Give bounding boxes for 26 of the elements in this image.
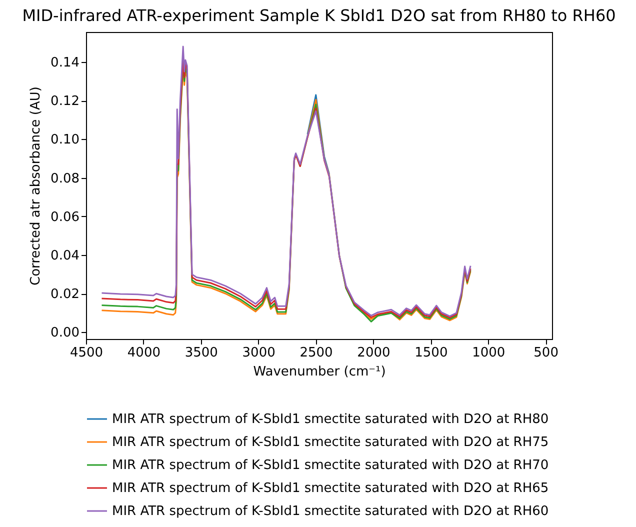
x-tick-label: 2500 <box>300 346 333 360</box>
legend-label: MIR ATR spectrum of K-SbId1 smectite saturated with D2O at RH70 <box>112 458 549 473</box>
x-tick-label: 4000 <box>127 346 160 360</box>
legend-label: MIR ATR spectrum of K-SbId1 smectite saturated with D2O at RH75 <box>112 435 549 450</box>
legend-label: MIR ATR spectrum of K-SbId1 smectite saturated with D2O at RH65 <box>112 481 549 496</box>
y-tick-label: 0.02 <box>50 287 80 302</box>
legend-label: MIR ATR spectrum of K-SbId1 smectite saturated with D2O at RH60 <box>112 504 549 519</box>
x-tick-label: 3500 <box>184 346 218 360</box>
y-tick-label: 0.06 <box>50 210 80 225</box>
y-tick-label: 0.14 <box>50 55 80 70</box>
y-axis-title: Corrected atr absorbance (AU) <box>28 86 44 286</box>
y-tick-label: 0.00 <box>50 326 80 341</box>
x-tick-label: 1500 <box>414 346 448 360</box>
line-series <box>306 94 330 175</box>
y-tick-label: 0.04 <box>50 248 80 264</box>
x-tick-label: 1000 <box>472 346 506 360</box>
x-tick-label: 4500 <box>70 346 104 360</box>
x-tick-label: 2000 <box>357 346 390 360</box>
legend-label: MIR ATR spectrum of K-SbId1 smectite saturated with D2O at RH80 <box>112 412 549 427</box>
y-tick-label: 0.12 <box>50 94 80 110</box>
x-axis-title: Wavenumber (cm⁻¹) <box>253 364 386 380</box>
x-tick-label: 3000 <box>242 346 276 360</box>
y-tick-label: 0.08 <box>50 171 80 186</box>
x-tick-label: 500 <box>534 346 558 360</box>
chart-title: MID-infrared ATR-experiment Sample K SbId1 D2O sat from RH80 to RH60 <box>22 6 616 25</box>
y-tick-label: 0.10 <box>50 132 80 148</box>
